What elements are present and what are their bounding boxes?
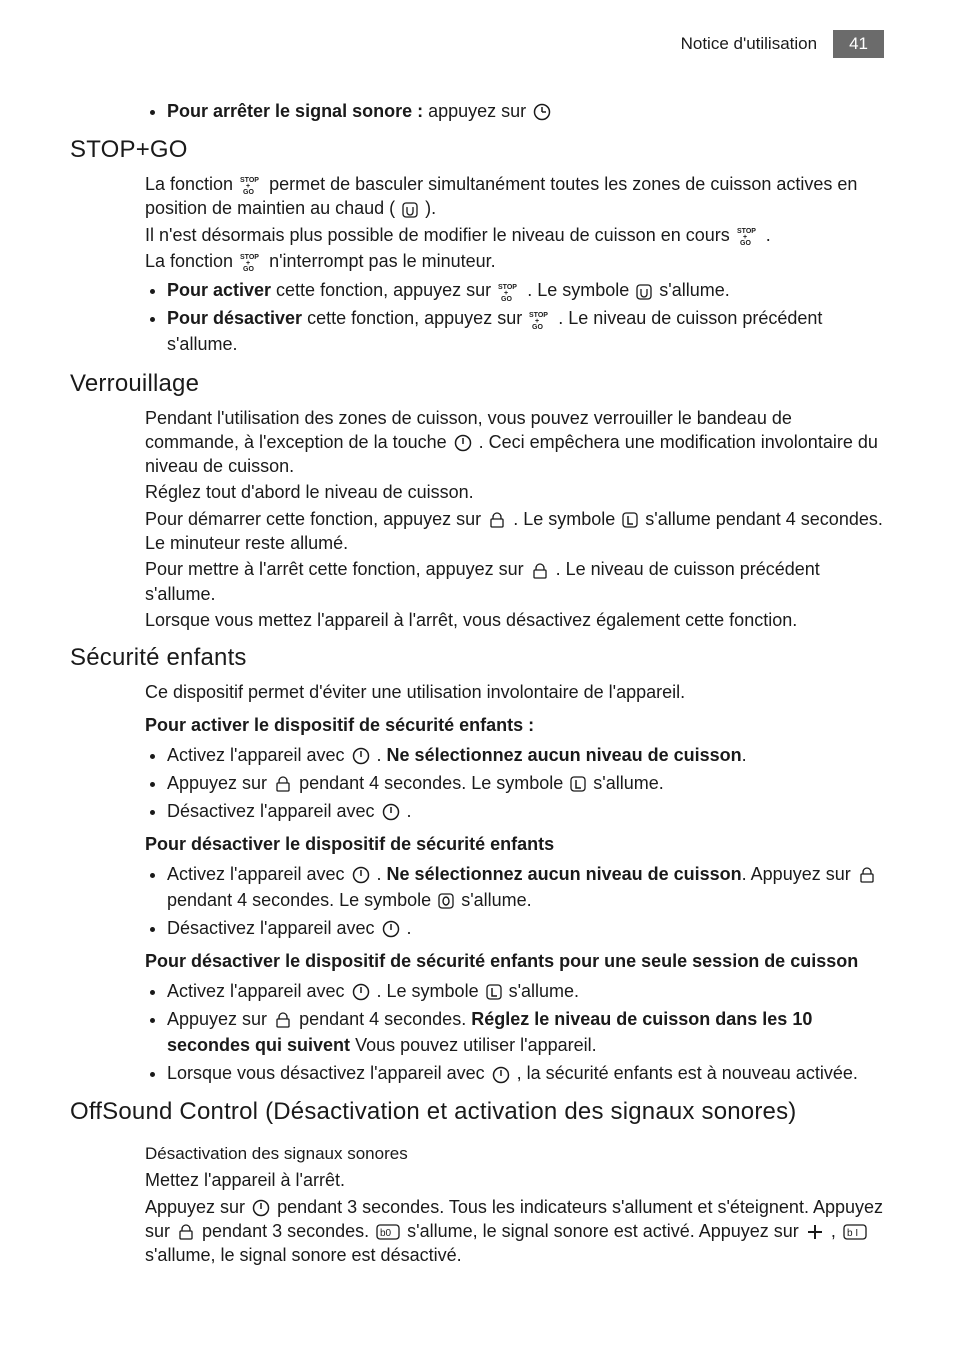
bullet-item: Désactivez l'appareil avec . [167,798,884,824]
paragraph: Pour démarrer cette fonction, appuyez su… [145,507,884,556]
stopgo-icon [240,252,262,272]
box-L-icon [570,776,586,792]
box-0-icon [438,893,454,909]
box-u-icon [636,284,652,300]
lock-icon [274,775,292,793]
power-icon [352,866,370,884]
power-icon [352,983,370,1001]
intro-bullet-list: Pour arrêter le signal sonore : appuyez … [145,98,884,124]
lock-icon [177,1223,195,1241]
paragraph: La fonction n'interrompt pas le minuteur… [145,249,884,273]
power-icon [382,803,400,821]
paragraph: Ce dispositif permet d'éviter une utilis… [145,680,884,704]
bullet-item: Lorsque vous désactivez l'appareil avec … [167,1060,884,1086]
bullet-item: Appuyez sur pendant 4 secondes. Le symbo… [167,770,884,796]
section-body: Pendant l'utilisation des zones de cuiss… [70,406,884,633]
section-heading: Sécurité enfants [70,644,884,672]
paragraph: Pendant l'utilisation des zones de cuiss… [145,406,884,479]
lock-icon [274,1011,292,1029]
intro-bullet: Pour arrêter le signal sonore : appuyez … [167,98,884,124]
bullet-list: Activez l'appareil avec . Le symbole s'a… [145,978,884,1086]
lock-icon [488,511,506,529]
paragraph: Pour mettre à l'arrêt cette fonction, ap… [145,557,884,606]
power-icon [382,920,400,938]
content: Pour arrêter le signal sonore : appuyez … [70,98,884,1268]
bullet-item: Activez l'appareil avec . Ne sélectionne… [167,861,884,913]
clock-icon [533,103,551,121]
section-heading: OffSound Control (Désactivation et activ… [70,1098,884,1126]
stopgo-icon [498,282,520,302]
intro-block: Pour arrêter le signal sonore : appuyez … [70,98,884,124]
lock-icon [531,562,549,580]
section-subheading: Désactivation des signaux sonores [145,1144,884,1164]
page-number-badge: 41 [833,30,884,58]
paragraph: Il n'est désormais plus possible de modi… [145,223,884,247]
paragraph: La fonction permet de basculer simultané… [145,172,884,221]
bullet-list: Activez l'appareil avec . Ne sélectionne… [145,742,884,824]
page: Notice d'utilisation 41 Pour arrêter le … [0,0,954,1310]
bullet-item: Activez l'appareil avec . Ne sélectionne… [167,742,884,768]
group-subtitle: Pour désactiver le dispositif de sécurit… [145,951,884,972]
page-header: Notice d'utilisation 41 [70,30,884,58]
group-subtitle: Pour désactiver le dispositif de sécurit… [145,834,884,855]
paragraph: Mettez l'appareil à l'arrêt. [145,1168,884,1192]
section-heading: Verrouillage [70,370,884,398]
power-icon [492,1066,510,1084]
power-icon [252,1199,270,1217]
bullet-item: Pour désactiver cette fonction, appuyez … [167,305,884,357]
power-icon [454,434,472,452]
stopgo-icon [240,175,262,195]
bullet-item: Appuyez sur pendant 4 secondes. Réglez l… [167,1006,884,1058]
stopgo-icon [737,226,759,246]
group-subtitle: Pour activer le dispositif de sécurité e… [145,715,884,736]
paragraph: Réglez tout d'abord le niveau de cuisson… [145,480,884,504]
paragraph: Lorsque vous mettez l'appareil à l'arrêt… [145,608,884,632]
bullet-list: Pour activer cette fonction, appuyez sur… [145,277,884,357]
bullet-item: Pour activer cette fonction, appuyez sur… [167,277,884,303]
section-body: Ce dispositif permet d'éviter une utilis… [70,680,884,1086]
doc-title: Notice d'utilisation [681,34,817,54]
bullet-item: Activez l'appareil avec . Le symbole s'a… [167,978,884,1004]
bullet-list: Activez l'appareil avec . Ne sélectionne… [145,861,884,941]
section-body: La fonction permet de basculer simultané… [70,172,884,357]
box-u-icon [402,202,418,218]
section-body: Désactivation des signaux sonores Mettez … [70,1144,884,1267]
plus-icon [806,1223,824,1241]
box-b1-icon [843,1224,867,1240]
box-L-icon [486,984,502,1000]
bullet-item: Désactivez l'appareil avec . [167,915,884,941]
lock-icon [858,866,876,884]
stopgo-icon [529,310,551,330]
paragraph: Appuyez sur pendant 3 secondes. Tous les… [145,1195,884,1268]
box-L-icon [622,512,638,528]
power-icon [352,747,370,765]
box-b0-icon [376,1224,400,1240]
section-heading: STOP+GO [70,136,884,164]
